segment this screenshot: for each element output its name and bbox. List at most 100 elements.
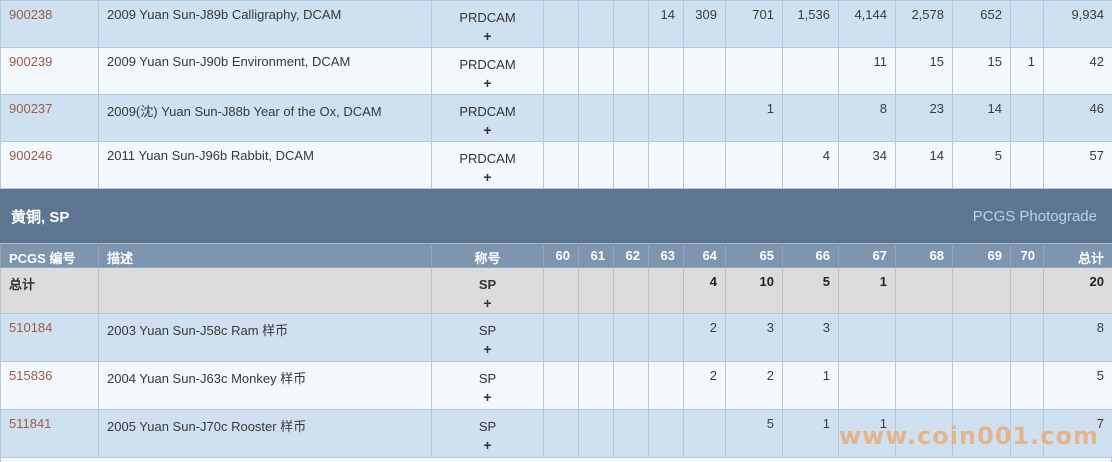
grade-70-cell [1010, 409, 1044, 458]
designation-label: SP [478, 419, 497, 434]
grade-69-cell: 652 [952, 0, 1011, 48]
grade-64-cell: 4 [683, 267, 726, 314]
column-header-total: 总计 [1043, 243, 1112, 268]
designation-cell: PRDCAM + [431, 94, 544, 142]
designation-label: PRDCAM [459, 57, 516, 72]
grade-67-cell: 11 [838, 47, 896, 95]
designation-cell: SP + [431, 267, 544, 314]
column-header-description: 描述 [98, 243, 432, 268]
column-header-grade-70: 70 [1010, 243, 1044, 268]
grade-68-cell: 15 [895, 47, 953, 95]
column-header-grade-67: 67 [838, 243, 896, 268]
grade-65-cell [725, 47, 783, 95]
summary-label: 总计 [0, 267, 99, 314]
designation-cell: SP + [431, 361, 544, 410]
grade-63-cell [648, 267, 684, 314]
grade-60-cell [543, 47, 579, 95]
grade-70-cell [1010, 267, 1044, 314]
column-header-grade-69: 69 [952, 243, 1011, 268]
grade-63-cell [648, 313, 684, 362]
coin-number-link[interactable]: 511841 [9, 416, 52, 431]
plus-designation: + [483, 341, 492, 357]
total-cell: 5 [1043, 361, 1112, 410]
grade-69-cell [952, 361, 1011, 410]
grade-66-cell: 1 [782, 361, 839, 410]
grade-63-cell [648, 361, 684, 410]
grade-61-cell [578, 141, 614, 189]
grade-67-cell: 4,144 [838, 0, 896, 48]
coin-number-link[interactable]: 900237 [9, 101, 53, 116]
total-cell: 20 [1043, 267, 1112, 314]
plus-designation: + [483, 75, 492, 91]
grade-68-cell [895, 361, 953, 410]
plus-designation: + [483, 122, 492, 138]
table-row: 515836 2004 Yuan Sun-J63c Monkey 样币 SP + … [0, 361, 1112, 410]
coin-number-cell: 900238 [0, 0, 99, 48]
grade-67-cell [838, 313, 896, 362]
grade-63-cell [648, 94, 684, 142]
designation-label: PRDCAM [459, 151, 516, 166]
coin-description: 2004 Yuan Sun-J63c Monkey 样币 [98, 361, 432, 410]
grade-66-cell [782, 94, 839, 142]
grade-61-cell [578, 267, 614, 314]
grade-65-cell: 3 [725, 313, 783, 362]
grade-62-cell [613, 47, 649, 95]
coin-number-cell: 515836 [0, 361, 99, 410]
grade-60-cell [543, 267, 579, 314]
coin-description: 2009(沈) Yuan Sun-J88b Year of the Ox, DC… [98, 94, 432, 142]
plus-designation: + [483, 389, 492, 405]
grade-61-cell [578, 47, 614, 95]
grade-60-cell [543, 409, 579, 458]
grade-69-cell: 14 [952, 94, 1011, 142]
grade-66-cell: 1,536 [782, 0, 839, 48]
coin-number-link[interactable]: 510184 [9, 320, 53, 335]
column-header-grade-65: 65 [725, 243, 783, 268]
table-row: 900246 2011 Yuan Sun-J96b Rabbit, DCAM P… [0, 141, 1112, 189]
grade-64-cell [683, 47, 726, 95]
grade-61-cell [578, 409, 614, 458]
column-header-grade-63: 63 [648, 243, 684, 268]
coin-number-cell: 900239 [0, 47, 99, 95]
table-row: 511841 2005 Yuan Sun-J70c Rooster 样币 SP +… [0, 409, 1112, 458]
summary-total-row: 总计 SP + 4 10 5 1 20 [0, 267, 1112, 314]
grade-64-cell: 309 [683, 0, 726, 48]
coin-number-link[interactable]: 900239 [9, 54, 53, 69]
column-header-row: PCGS 编号 描述 称号 60 61 62 63 64 65 66 67 68… [0, 243, 1112, 268]
table-row: 900237 2009(沈) Yuan Sun-J88b Year of the… [0, 94, 1112, 142]
coin-number-link[interactable]: 900238 [9, 7, 53, 22]
total-cell: 8 [1043, 313, 1112, 362]
section-title: 黄铜, SP [11, 208, 70, 226]
grade-62-cell [613, 313, 649, 362]
coin-number-link[interactable]: 515836 [9, 368, 53, 383]
coin-description: 2009 Yuan Sun-J90b Environment, DCAM [98, 47, 432, 95]
grade-61-cell [578, 94, 614, 142]
coin-number-link[interactable]: 900246 [9, 148, 53, 163]
grade-65-cell: 701 [725, 0, 783, 48]
grade-62-cell [613, 0, 649, 48]
designation-label: SP [478, 323, 497, 338]
designation-label: PRDCAM [459, 104, 516, 119]
next-row-sliver [0, 458, 1112, 462]
grade-62-cell [613, 94, 649, 142]
section-header-band: 黄铜, SP PCGS Photograde [0, 189, 1112, 243]
plus-designation: + [483, 437, 492, 453]
total-cell: 46 [1043, 94, 1112, 142]
grade-70-cell [1010, 313, 1044, 362]
column-header-grade-61: 61 [578, 243, 614, 268]
grade-69-cell [952, 313, 1011, 362]
column-header-grade-64: 64 [683, 243, 726, 268]
grade-69-cell: 5 [952, 141, 1011, 189]
grade-61-cell [578, 361, 614, 410]
grade-70-cell [1010, 141, 1044, 189]
total-cell: 7 [1043, 409, 1112, 458]
grade-62-cell [613, 141, 649, 189]
designation-label: PRDCAM [459, 10, 516, 25]
grade-70-cell [1010, 94, 1044, 142]
grade-64-cell [683, 409, 726, 458]
coin-description: 2009 Yuan Sun-J89b Calligraphy, DCAM [98, 0, 432, 48]
grade-60-cell [543, 361, 579, 410]
coin-number-cell: 900246 [0, 141, 99, 189]
plus-designation: + [483, 28, 492, 44]
pcgs-photograde-link[interactable]: PCGS Photograde [972, 207, 1097, 225]
